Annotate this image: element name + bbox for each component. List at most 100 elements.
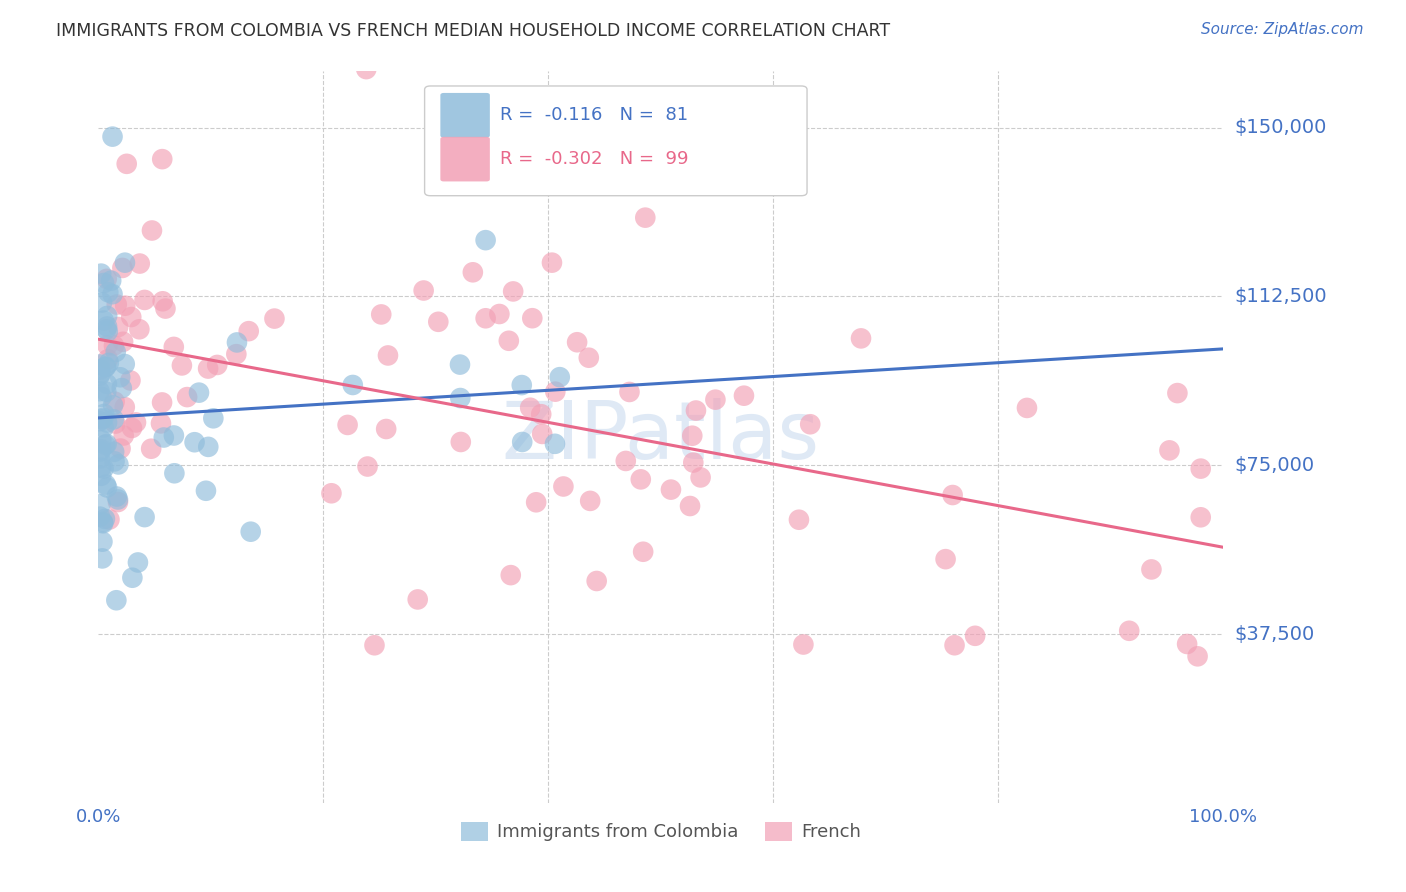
Point [1189,510,1212,524]
Point [104,417,127,431]
Point [519,401,541,415]
Point [89,384,111,399]
Point [107,458,129,472]
Point [120,374,142,388]
Point [530,407,553,421]
Point [427,315,450,329]
Text: R =  -0.116   N =  81: R = -0.116 N = 81 [501,106,688,124]
Text: Source: ZipAtlas.com: Source: ZipAtlas.com [1201,22,1364,37]
Point [107,495,129,509]
Point [112,334,135,349]
Point [375,422,398,436]
Point [101,398,124,412]
Text: $112,500: $112,500 [1234,287,1327,306]
Point [263,311,285,326]
Point [128,322,150,336]
Point [89,444,111,458]
Point [498,334,520,348]
Point [93,410,115,425]
Point [163,340,186,354]
Point [943,638,966,652]
Point [90,460,112,475]
Point [679,499,702,513]
Point [121,421,143,435]
Point [183,435,205,450]
Point [110,370,132,384]
Point [89,451,111,466]
Point [614,454,637,468]
Point [631,545,654,559]
Point [197,361,219,376]
Point [342,378,364,392]
Point [149,417,172,431]
Point [90,267,112,281]
Point [141,223,163,237]
Point [90,366,112,380]
Point [91,295,114,310]
Point [141,442,163,456]
Point [579,494,602,508]
Point [449,358,471,372]
Point [134,510,156,524]
Point [112,428,135,442]
Point [356,459,378,474]
Point [125,416,148,430]
Point [578,351,600,365]
Point [105,593,128,607]
Point [96,338,118,352]
Point [787,513,810,527]
Point [565,335,588,350]
Point [91,534,114,549]
Point [114,299,136,313]
FancyBboxPatch shape [440,136,489,181]
Point [89,509,111,524]
Point [1159,443,1181,458]
Point [101,129,124,144]
Point [91,515,114,529]
Point [93,313,115,327]
Point [103,338,125,352]
Point [226,335,249,350]
Point [531,426,554,441]
Point [942,488,965,502]
Point [104,394,127,409]
Point [94,512,117,526]
Point [97,285,120,300]
Point [96,319,118,334]
Text: $37,500: $37,500 [1234,624,1315,643]
Point [114,357,136,371]
Point [89,358,111,372]
Point [96,384,118,399]
Point [96,309,118,323]
Point [89,414,111,428]
Point [93,420,115,434]
Point [155,301,177,316]
Point [659,483,682,497]
Text: ZIPatlas: ZIPatlas [502,398,820,476]
Point [449,391,471,405]
Point [363,638,385,652]
Point [548,370,571,384]
Point [474,311,496,326]
Point [90,433,112,447]
Point [94,477,117,491]
Point [89,362,111,376]
Point [544,437,567,451]
Point [461,265,484,279]
Text: $150,000: $150,000 [1234,118,1327,137]
Text: IMMIGRANTS FROM COLOMBIA VS FRENCH MEDIAN HOUSEHOLD INCOME CORRELATION CHART: IMMIGRANTS FROM COLOMBIA VS FRENCH MEDIA… [56,22,890,40]
Point [544,384,567,399]
Point [96,322,118,336]
Point [91,516,114,531]
Point [1118,624,1140,638]
Point [93,276,115,290]
Point [733,389,755,403]
Point [107,320,129,334]
Point [111,260,134,275]
Point [114,255,136,269]
Point [553,479,575,493]
Point [97,352,120,367]
Point [90,468,112,483]
Point [96,437,118,451]
Point [127,556,149,570]
